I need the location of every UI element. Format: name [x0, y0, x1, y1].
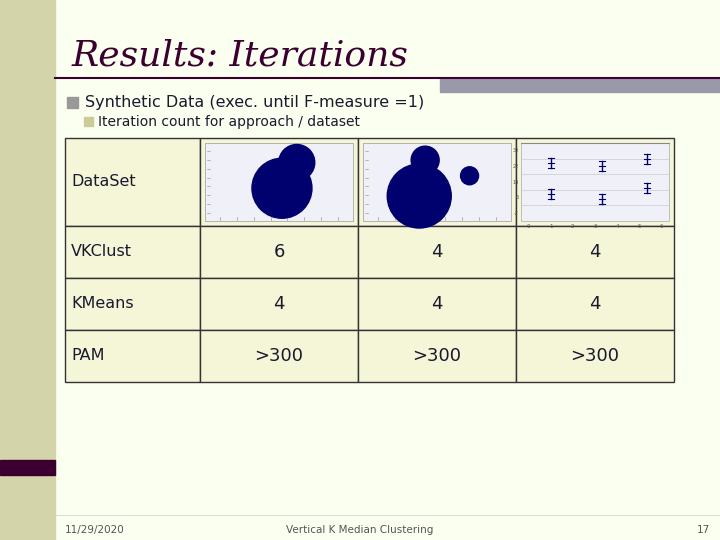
Bar [65, 278, 200, 330]
Text: 0: 0 [526, 224, 530, 229]
Bar [0, 0, 55, 540]
Bar [363, 143, 511, 221]
Text: 17: 17 [697, 525, 710, 535]
Text: 4: 4 [616, 224, 619, 229]
Bar [200, 278, 358, 330]
Text: 4: 4 [274, 295, 284, 313]
Text: KMeans: KMeans [71, 296, 134, 312]
Text: Results: Iterations: Results: Iterations [72, 38, 409, 72]
Text: -2: -2 [514, 211, 519, 215]
Text: 11/29/2020: 11/29/2020 [65, 525, 125, 535]
Text: PAM: PAM [71, 348, 104, 363]
Text: DataSet: DataSet [71, 174, 135, 190]
Text: 4: 4 [431, 295, 443, 313]
Text: 1: 1 [549, 224, 552, 229]
Bar [200, 330, 358, 382]
Circle shape [387, 164, 451, 228]
Bar [358, 278, 516, 330]
Text: 2: 2 [571, 224, 575, 229]
Bar [440, 78, 720, 92]
Text: 3: 3 [593, 224, 597, 229]
Text: Vertical K Median Clustering: Vertical K Median Clustering [287, 525, 433, 535]
Bar [65, 330, 200, 382]
Bar [84, 117, 93, 126]
Bar [65, 226, 200, 278]
Text: 6: 6 [660, 224, 663, 229]
Text: 4: 4 [431, 243, 443, 261]
Bar [358, 226, 516, 278]
Bar [200, 138, 358, 226]
Text: 6: 6 [274, 243, 284, 261]
Text: >300: >300 [570, 347, 619, 365]
Circle shape [252, 158, 312, 218]
Bar [0, 460, 55, 475]
Bar [516, 226, 674, 278]
Bar [516, 278, 674, 330]
Circle shape [279, 145, 315, 180]
Bar [67, 97, 78, 108]
Circle shape [411, 146, 439, 174]
Bar [65, 138, 200, 226]
Text: 30: 30 [513, 148, 519, 153]
Circle shape [461, 167, 479, 185]
Text: 14: 14 [513, 179, 519, 185]
Bar [521, 143, 669, 221]
Text: 22: 22 [513, 164, 519, 169]
Text: Iteration count for approach / dataset: Iteration count for approach / dataset [98, 115, 360, 129]
Text: 5: 5 [638, 224, 641, 229]
Bar [205, 143, 353, 221]
Bar [200, 226, 358, 278]
Text: VKClust: VKClust [71, 245, 132, 260]
Text: 6: 6 [516, 195, 519, 200]
Text: >300: >300 [254, 347, 304, 365]
Bar [358, 330, 516, 382]
Text: 4: 4 [589, 295, 600, 313]
Text: >300: >300 [413, 347, 462, 365]
Bar [516, 138, 674, 226]
Bar [358, 138, 516, 226]
Bar [516, 330, 674, 382]
Text: Synthetic Data (exec. until F-measure =1): Synthetic Data (exec. until F-measure =1… [85, 96, 424, 111]
Text: 4: 4 [589, 243, 600, 261]
